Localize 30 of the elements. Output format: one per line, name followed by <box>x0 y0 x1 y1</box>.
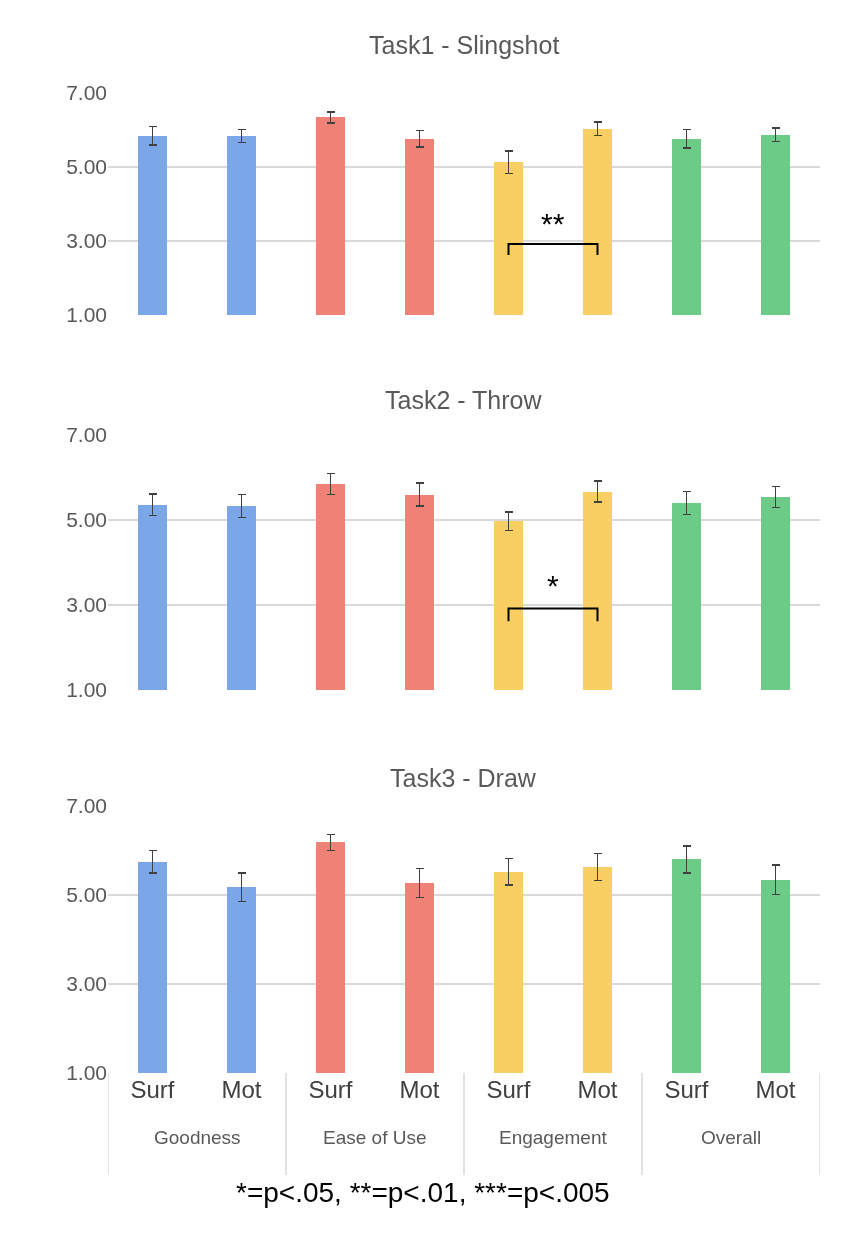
y-tick-label: 3.00 <box>66 972 107 996</box>
annotation: * <box>547 569 559 602</box>
chart-title: Task2 - Throw <box>385 386 543 414</box>
y-tick-label: 7.00 <box>66 794 107 818</box>
text: Overall <box>701 1127 762 1148</box>
y-tick-label: 5.00 <box>66 883 107 907</box>
text: *=p<.05, **=p<.01, ***=p<.005 <box>236 1177 610 1208</box>
text: Goodness <box>154 1127 241 1148</box>
x-tick-label: Surf <box>130 1076 175 1103</box>
y-tick-label: 1.00 <box>66 303 107 327</box>
y-tick-label: 3.00 <box>66 229 107 253</box>
y-tick-label: 1.00 <box>66 1061 107 1085</box>
text: Ease of Use <box>323 1127 427 1148</box>
x-tick-label: Mot <box>399 1076 440 1103</box>
x-tick-label: Surf <box>308 1076 353 1103</box>
annotation: ** <box>541 207 565 240</box>
x-tick-label: Surf <box>486 1076 531 1103</box>
y-tick-label: 5.00 <box>66 155 107 179</box>
y-tick-label: 3.00 <box>66 593 107 617</box>
chart-title: Task1 - Slingshot <box>369 31 560 59</box>
x-tick-label: Mot <box>221 1076 262 1103</box>
y-tick-label: 1.00 <box>66 678 107 702</box>
x-tick-label: Surf <box>664 1076 709 1103</box>
x-tick-label: Mot <box>577 1076 618 1103</box>
y-tick-label: 5.00 <box>66 508 107 532</box>
text: Engagement <box>499 1127 608 1148</box>
y-tick-label: 7.00 <box>66 423 107 447</box>
y-tick-label: 7.00 <box>66 81 107 105</box>
x-tick-label: Mot <box>755 1076 796 1103</box>
chart-title: Task3 - Draw <box>390 764 537 792</box>
